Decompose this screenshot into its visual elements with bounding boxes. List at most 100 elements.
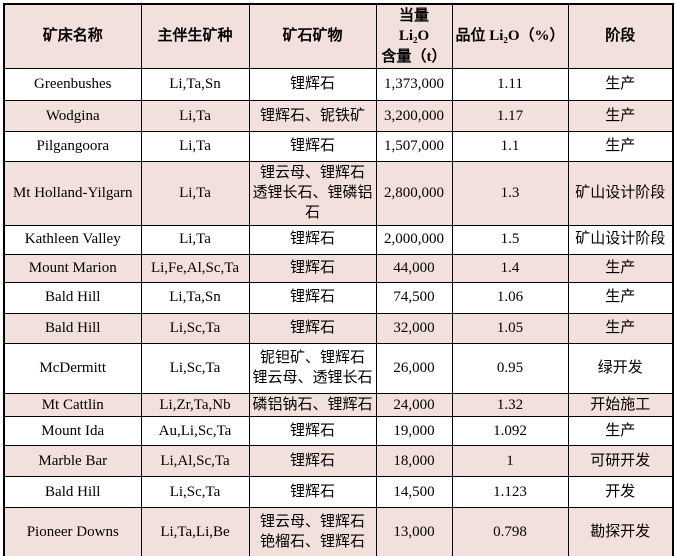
cell-ore-minerals: 锂辉石、铌铁矿 (248, 99, 377, 132)
cell-li2o-content: 3,200,000 (375, 99, 453, 132)
cell-grade: 1.1 (451, 130, 569, 162)
cell-grade: 1.4 (451, 253, 569, 283)
cell-grade: 1.06 (451, 281, 569, 314)
table-row: Mt Holland-Yilgarn Li,Ta 锂云母、锂辉石 透锂长石、锂磷… (3, 160, 674, 226)
cell-deposit-name: Bald Hill (3, 312, 142, 344)
cell-li2o-content: 24,000 (375, 392, 453, 417)
cell-stage: 可研开发 (567, 444, 674, 477)
table-row: Bald Hill Li,Sc,Ta 锂辉石 32,000 1.05 生产 (3, 312, 674, 344)
cell-associated-minerals: Li,Ta,Sn (140, 67, 250, 101)
table-row: Bald Hill Li,Sc,Ta 锂辉石 14,500 1.123 开发 (3, 475, 674, 508)
cell-stage: 生产 (567, 253, 674, 283)
cell-ore-minerals: 锂云母、锂辉石 铯榴石、锂辉石 (248, 506, 377, 556)
cell-deposit-name: Pioneer Downs (3, 506, 142, 556)
cell-associated-minerals: Li,Ta,Li,Be (140, 506, 250, 556)
table-row: Mount Marion Li,Fe,Al,Sc,Ta 锂辉石 44,000 1… (3, 253, 674, 283)
cell-stage: 生产 (567, 130, 674, 162)
cell-grade: 0.798 (451, 506, 569, 556)
cell-li2o-content: 14,500 (375, 475, 453, 508)
cell-grade: 1.092 (451, 415, 569, 446)
cell-li2o-content: 13,000 (375, 506, 453, 556)
cell-stage: 绿开发 (567, 342, 674, 394)
table-row: Greenbushes Li,Ta,Sn 锂辉石 1,373,000 1.11 … (3, 67, 674, 101)
cell-deposit-name: Kathleen Valley (3, 224, 142, 255)
cell-stage: 勘探开发 (567, 506, 674, 556)
cell-li2o-content: 18,000 (375, 444, 453, 477)
cell-stage: 生产 (567, 281, 674, 314)
cell-deposit-name: Bald Hill (3, 281, 142, 314)
cell-ore-minerals: 锂辉石 (248, 224, 377, 255)
cell-ore-minerals: 锂辉石 (248, 475, 377, 508)
cell-li2o-content: 32,000 (375, 312, 453, 344)
cell-associated-minerals: Li,Ta (140, 130, 250, 162)
cell-grade: 1.11 (451, 67, 569, 101)
cell-deposit-name: McDermitt (3, 342, 142, 394)
cell-deposit-name: Bald Hill (3, 475, 142, 508)
cell-li2o-content: 74,500 (375, 281, 453, 314)
cell-grade: 1 (451, 444, 569, 477)
cell-grade: 1.5 (451, 224, 569, 255)
cell-ore-minerals: 锂辉石 (248, 415, 377, 446)
cell-ore-minerals: 锂云母、锂辉石 透锂长石、锂磷铝石 (248, 160, 377, 226)
col-header-grade: 品位 Li₂O（%） (451, 3, 569, 69)
cell-stage: 矿山设计阶段 (567, 224, 674, 255)
cell-li2o-content: 26,000 (375, 342, 453, 394)
cell-associated-minerals: Li,Ta,Sn (140, 281, 250, 314)
cell-associated-minerals: Li,Sc,Ta (140, 312, 250, 344)
cell-associated-minerals: Li,Ta (140, 99, 250, 132)
table-row: Pioneer Downs Li,Ta,Li,Be 锂云母、锂辉石 铯榴石、锂辉… (3, 506, 674, 556)
cell-grade: 0.95 (451, 342, 569, 394)
table-row: Wodgina Li,Ta 锂辉石、铌铁矿 3,200,000 1.17 生产 (3, 99, 674, 132)
cell-li2o-content: 2,800,000 (375, 160, 453, 226)
cell-associated-minerals: Li,Zr,Ta,Nb (140, 392, 250, 417)
cell-ore-minerals: 铌钽矿、锂辉石 锂云母、透锂长石 (248, 342, 377, 394)
cell-ore-minerals: 锂辉石 (248, 312, 377, 344)
cell-li2o-content: 44,000 (375, 253, 453, 283)
cell-li2o-content: 1,507,000 (375, 130, 453, 162)
cell-stage: 开发 (567, 475, 674, 508)
col-header-associated-minerals: 主伴生矿种 (140, 3, 250, 69)
table-row: Mount Ida Au,Li,Sc,Ta 锂辉石 19,000 1.092 生… (3, 415, 674, 446)
cell-associated-minerals: Li,Ta (140, 160, 250, 226)
cell-ore-minerals: 锂辉石 (248, 444, 377, 477)
cell-grade: 1.123 (451, 475, 569, 508)
cell-stage: 生产 (567, 415, 674, 446)
cell-associated-minerals: Li,Sc,Ta (140, 342, 250, 394)
table-row: Pilgangoora Li,Ta 锂辉石 1,507,000 1.1 生产 (3, 130, 674, 162)
cell-grade: 1.3 (451, 160, 569, 226)
cell-deposit-name: Pilgangoora (3, 130, 142, 162)
table-row: Bald Hill Li,Ta,Sn 锂辉石 74,500 1.06 生产 (3, 281, 674, 314)
col-header-stage: 阶段 (567, 3, 674, 69)
cell-grade: 1.17 (451, 99, 569, 132)
col-header-deposit-name: 矿床名称 (3, 3, 142, 69)
cell-grade: 1.32 (451, 392, 569, 417)
cell-stage: 开始施工 (567, 392, 674, 417)
cell-li2o-content: 1,373,000 (375, 67, 453, 101)
cell-deposit-name: Greenbushes (3, 67, 142, 101)
table-row: Mt Cattlin Li,Zr,Ta,Nb 磷铝钠石、锂辉石 24,000 1… (3, 392, 674, 417)
col-header-ore-minerals: 矿石矿物 (248, 3, 377, 69)
cell-deposit-name: Wodgina (3, 99, 142, 132)
cell-associated-minerals: Li,Fe,Al,Sc,Ta (140, 253, 250, 283)
cell-stage: 矿山设计阶段 (567, 160, 674, 226)
col-header-li2o-content: 当量 Li₂O 含量（t） (375, 3, 453, 69)
header-row: 矿床名称 主伴生矿种 矿石矿物 当量 Li₂O 含量（t） 品位 Li₂O（%）… (3, 3, 674, 69)
cell-ore-minerals: 锂辉石 (248, 281, 377, 314)
cell-deposit-name: Mount Ida (3, 415, 142, 446)
cell-stage: 生产 (567, 99, 674, 132)
lithium-deposits-table: 矿床名称 主伴生矿种 矿石矿物 当量 Li₂O 含量（t） 品位 Li₂O（%）… (3, 3, 674, 556)
table-row: Marble Bar Li,Al,Sc,Ta 锂辉石 18,000 1 可研开发 (3, 444, 674, 477)
table-row: McDermitt Li,Sc,Ta 铌钽矿、锂辉石 锂云母、透锂长石 26,0… (3, 342, 674, 394)
cell-associated-minerals: Au,Li,Sc,Ta (140, 415, 250, 446)
cell-ore-minerals: 锂辉石 (248, 130, 377, 162)
cell-ore-minerals: 磷铝钠石、锂辉石 (248, 392, 377, 417)
cell-ore-minerals: 锂辉石 (248, 67, 377, 101)
cell-stage: 生产 (567, 67, 674, 101)
cell-li2o-content: 19,000 (375, 415, 453, 446)
table-row: Kathleen Valley Li,Ta 锂辉石 2,000,000 1.5 … (3, 224, 674, 255)
cell-associated-minerals: Li,Ta (140, 224, 250, 255)
cell-deposit-name: Marble Bar (3, 444, 142, 477)
cell-grade: 1.05 (451, 312, 569, 344)
cell-associated-minerals: Li,Sc,Ta (140, 475, 250, 508)
